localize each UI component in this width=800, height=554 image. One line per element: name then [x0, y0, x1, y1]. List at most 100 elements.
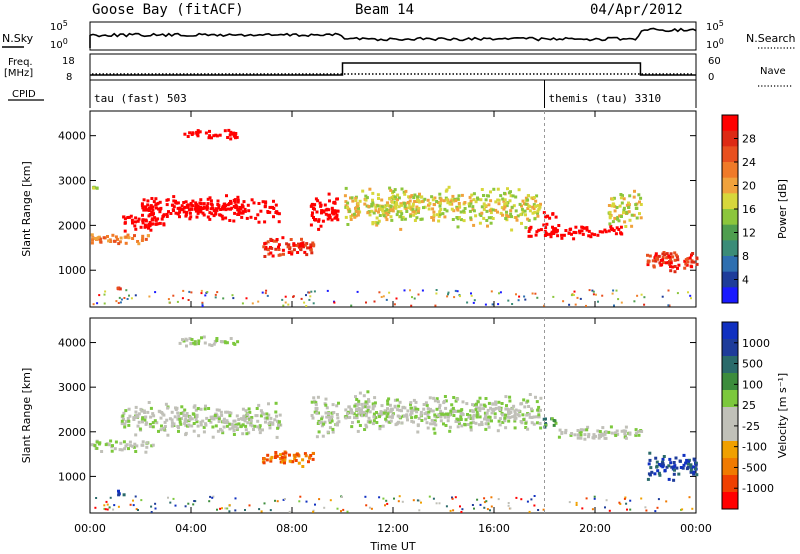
- scatter-cell: [236, 340, 240, 344]
- scatter-cell: [612, 289, 615, 292]
- scatter-cell: [327, 192, 331, 196]
- scatter-cell: [373, 404, 377, 408]
- scatter-cell: [666, 261, 670, 265]
- scatter-cell: [624, 436, 628, 440]
- scatter-cell: [95, 186, 99, 190]
- scatter-cell: [580, 229, 584, 233]
- scatter-cell: [314, 197, 318, 201]
- scatter-cell: [258, 508, 261, 511]
- scatter-cell: [265, 289, 268, 292]
- scatter-cell: [143, 418, 147, 422]
- scatter-cell: [493, 412, 497, 416]
- scatter-cell: [392, 205, 396, 209]
- scatter-cell: [483, 506, 486, 509]
- scatter-cell: [673, 251, 677, 255]
- scatter-cell: [391, 200, 394, 204]
- scatter-cell: [219, 507, 222, 510]
- scatter-cell: [177, 414, 181, 418]
- scatter-cell: [211, 496, 214, 499]
- scatter-cell: [686, 462, 690, 466]
- scatter-cell: [695, 473, 699, 477]
- scatter-cell: [367, 204, 371, 208]
- scatter-cell: [348, 415, 352, 419]
- scatter-cell: [498, 423, 502, 427]
- freq-strip-frame: [89, 53, 697, 81]
- scatter-cell: [208, 211, 212, 215]
- scatter-cell: [326, 213, 330, 217]
- scatter-cell: [305, 500, 308, 503]
- scatter-cell: [228, 510, 231, 513]
- scatter-cell: [143, 225, 147, 229]
- scatter-cell: [360, 414, 364, 418]
- scatter-cell: [485, 209, 489, 213]
- scatter-cell: [259, 209, 263, 213]
- scatter-cell: [416, 198, 419, 202]
- scatter-cell: [295, 244, 299, 247]
- scatter-cell: [121, 414, 125, 418]
- scatter-cell: [415, 216, 419, 220]
- scatter-cell: [435, 502, 438, 505]
- scatter-cell: [199, 420, 203, 424]
- scatter-cell: [537, 415, 541, 419]
- scatter-cell: [305, 294, 307, 297]
- scatter-cell: [665, 500, 668, 503]
- scatter-cell: [337, 401, 340, 405]
- scatter-cell: [333, 301, 336, 304]
- scatter-cell: [277, 243, 281, 247]
- scatter-cell: [554, 215, 558, 219]
- scatter-cell: [427, 416, 431, 419]
- scatter-cell: [485, 411, 489, 415]
- scatter-cell: [476, 400, 480, 404]
- scatter-cell: [432, 213, 436, 217]
- scatter-cell: [574, 303, 577, 306]
- scatter-cell: [395, 398, 399, 402]
- scatter-cell: [531, 292, 534, 295]
- scatter-cell: [197, 342, 200, 346]
- scatter-cell: [249, 215, 253, 219]
- scatter-cell: [476, 197, 480, 201]
- scatter-cell: [344, 205, 348, 209]
- scatter-cell: [521, 210, 525, 214]
- scatter-cell: [538, 421, 542, 425]
- scatter-cell: [113, 239, 117, 243]
- scatter-cell: [324, 212, 328, 216]
- scatter-cell: [156, 201, 160, 205]
- scatter-cell: [335, 413, 339, 416]
- scatter-cell: [245, 216, 249, 220]
- scatter-cell: [388, 204, 391, 208]
- scatter-cell: [474, 214, 478, 218]
- scatter-cell: [285, 242, 289, 246]
- scatter-cell: [103, 507, 106, 510]
- scatter-cell: [257, 300, 260, 303]
- scatter-cell: [111, 233, 115, 237]
- scatter-cell: [251, 302, 254, 305]
- scatter-cell: [195, 413, 199, 417]
- scatter-cell: [505, 210, 508, 214]
- scatter-cell: [184, 213, 188, 217]
- scatter-cell: [479, 403, 483, 407]
- scatter-cell: [247, 416, 251, 420]
- scatter-cell: [257, 220, 261, 224]
- scatter-cell: [313, 290, 316, 293]
- scatter-cell: [126, 233, 130, 237]
- scatter-cell: [567, 231, 571, 235]
- scatter-cell: [103, 504, 106, 507]
- scatter-cell: [368, 187, 372, 191]
- scatter-cell: [241, 423, 245, 427]
- scatter-cell: [533, 217, 537, 221]
- scatter-cell: [247, 407, 251, 411]
- scatter-cell: [158, 410, 162, 414]
- scatter-cell: [291, 460, 295, 464]
- scatter-cell: [246, 412, 250, 416]
- scatter-cell: [378, 496, 381, 499]
- scatter-cell: [471, 421, 475, 424]
- scatter-cell: [124, 409, 128, 413]
- scatter-cell: [523, 405, 527, 409]
- nave-tick-high: 60: [708, 56, 721, 67]
- scatter-cell: [206, 197, 210, 201]
- scatter-cell: [151, 425, 155, 429]
- scatter-cell: [309, 243, 313, 247]
- scatter-cell: [622, 429, 626, 433]
- scatter-cell: [241, 432, 245, 436]
- scatter-cell: [165, 212, 169, 216]
